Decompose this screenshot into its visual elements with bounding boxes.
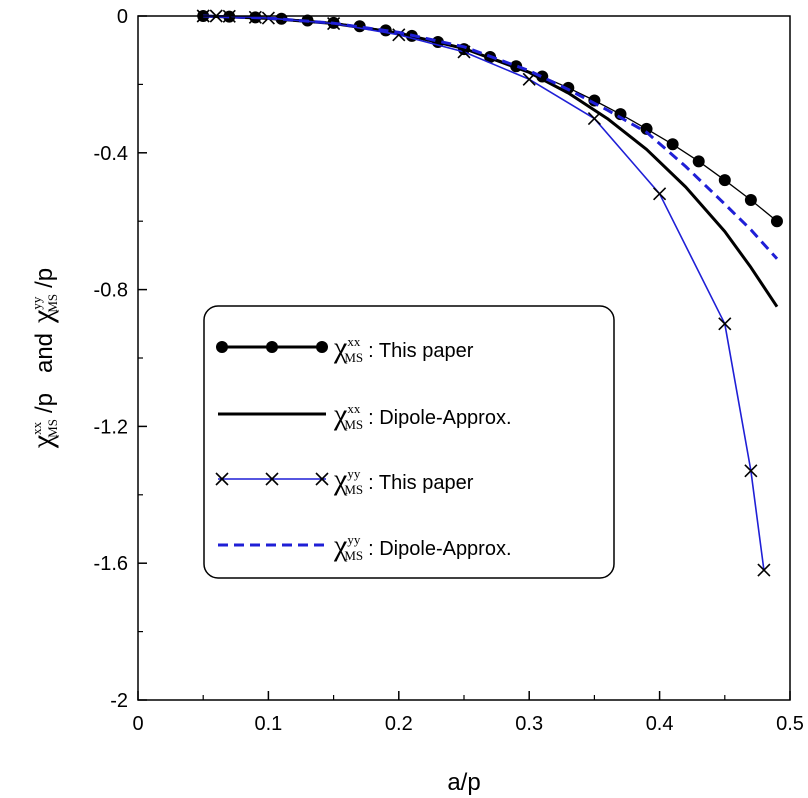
legend-text: : Dipole-Approx.: [368, 407, 511, 429]
y-tick-label: 0: [117, 6, 128, 28]
legend-text: : This paper: [368, 340, 474, 362]
legend-sub: MS: [344, 482, 363, 497]
legend-label: χyy MS : Dipole-Approx.: [333, 529, 512, 563]
legend-marker: [315, 472, 329, 486]
data-point-xx_paper: [744, 193, 757, 206]
y-label-chi-1: χ: [26, 434, 59, 449]
data-point-yy_paper: [718, 317, 732, 331]
y-label-sub-2: MS: [45, 294, 60, 313]
legend-marker: [216, 341, 228, 353]
legend-sup: yy: [347, 532, 361, 547]
data-point-xx_paper: [692, 155, 705, 168]
y-tick-label: -1.6: [94, 553, 128, 575]
legend-chi: χ: [333, 529, 348, 562]
legend-entry-xx_paper: χxx MS : This paper: [216, 331, 474, 365]
series-line-yy_dipole: [203, 14, 779, 260]
data-point-yy_paper: [744, 464, 758, 478]
data-point-xx_paper: [770, 215, 783, 228]
y-label-sup-1: xx: [29, 421, 44, 435]
cross-stroke: [215, 472, 229, 486]
y-tick-label: -0.4: [94, 143, 128, 165]
legend-sup: xx: [347, 334, 361, 349]
data-point-yy_paper: [653, 187, 667, 201]
cross-stroke: [653, 187, 667, 201]
y-label-sup-2: yy: [29, 296, 44, 310]
data-point-yy_paper: [522, 72, 536, 86]
cross-stroke: [392, 28, 406, 42]
legend-chi: χ: [333, 463, 348, 496]
legend-label: χxx MS : Dipole-Approx.: [333, 398, 512, 432]
legend-sub: MS: [344, 350, 363, 365]
data-point-xx_paper: [640, 122, 653, 135]
data-point-yy_paper: [457, 45, 471, 59]
cross-stroke: [587, 112, 601, 126]
x-tick-label: 0.4: [646, 713, 674, 735]
legend-chi: χ: [333, 331, 348, 364]
series-yy_dipole: [203, 14, 779, 260]
legend-box: [203, 305, 615, 579]
x-tick-label: 0: [132, 713, 143, 735]
data-point-xx_paper: [666, 138, 679, 151]
x-tick-label: 0.5: [776, 713, 804, 735]
ticks-layer: 0 0.1 0.2 0.3 0.4 0.5 0 -0.4 -0.8 -1.2 -1.6 -2: [94, 6, 804, 735]
y-label-mid: /p and: [31, 333, 58, 413]
y-label-sub-1: MS: [45, 419, 60, 438]
cross-stroke: [744, 464, 758, 478]
legend-text: : Dipole-Approx.: [368, 538, 511, 560]
x-tick-label: 0.2: [385, 713, 413, 735]
legend-text: : This paper: [368, 472, 474, 494]
y-tick-label: -2: [110, 690, 128, 712]
legend-entry-yy_dipole: χyy MS : Dipole-Approx.: [218, 529, 512, 563]
cross-stroke: [718, 317, 732, 331]
data-point-yy_paper: [587, 112, 601, 126]
legend-chi: χ: [333, 398, 348, 431]
x-axis-label: a/p: [447, 769, 480, 796]
y-tick-label: -1.2: [94, 416, 128, 438]
x-tick-label: 0.3: [515, 713, 543, 735]
legend-sub: MS: [344, 548, 363, 563]
series-layer: [196, 9, 783, 577]
y-axis-label: χxxMS/p andχyyMS/p: [26, 268, 60, 449]
cross-stroke: [757, 563, 771, 577]
cross-stroke: [265, 472, 279, 486]
legend-entry-xx_dipole: χxx MS : Dipole-Approx.: [218, 398, 512, 432]
cross-stroke: [315, 472, 329, 486]
data-point-xx_paper: [718, 174, 731, 187]
legend-marker: [215, 472, 229, 486]
legend-sup: xx: [347, 401, 361, 416]
cross-stroke: [522, 72, 536, 86]
legend-label: χxx MS : This paper: [333, 331, 474, 365]
x-tick-label: 0.1: [254, 713, 282, 735]
legend-marker: [265, 472, 279, 486]
y-label-end: /p: [31, 268, 58, 288]
legend-label: χyy MS : This paper: [333, 463, 474, 497]
y-tick-label: -0.8: [94, 280, 128, 302]
svg-text:χxxMS/p andχyyMS/p: χxxMS/p andχyyMS/p: [26, 268, 60, 449]
cross-stroke: [457, 45, 471, 59]
legend-sub: MS: [344, 417, 363, 432]
data-point-yy_paper: [757, 563, 771, 577]
legend-marker: [266, 341, 278, 353]
legend-sup: yy: [347, 466, 361, 481]
legend-marker: [316, 341, 328, 353]
y-label-chi-2: χ: [26, 309, 59, 324]
legend-entry-yy_paper: χyy MS : This paper: [215, 463, 474, 497]
